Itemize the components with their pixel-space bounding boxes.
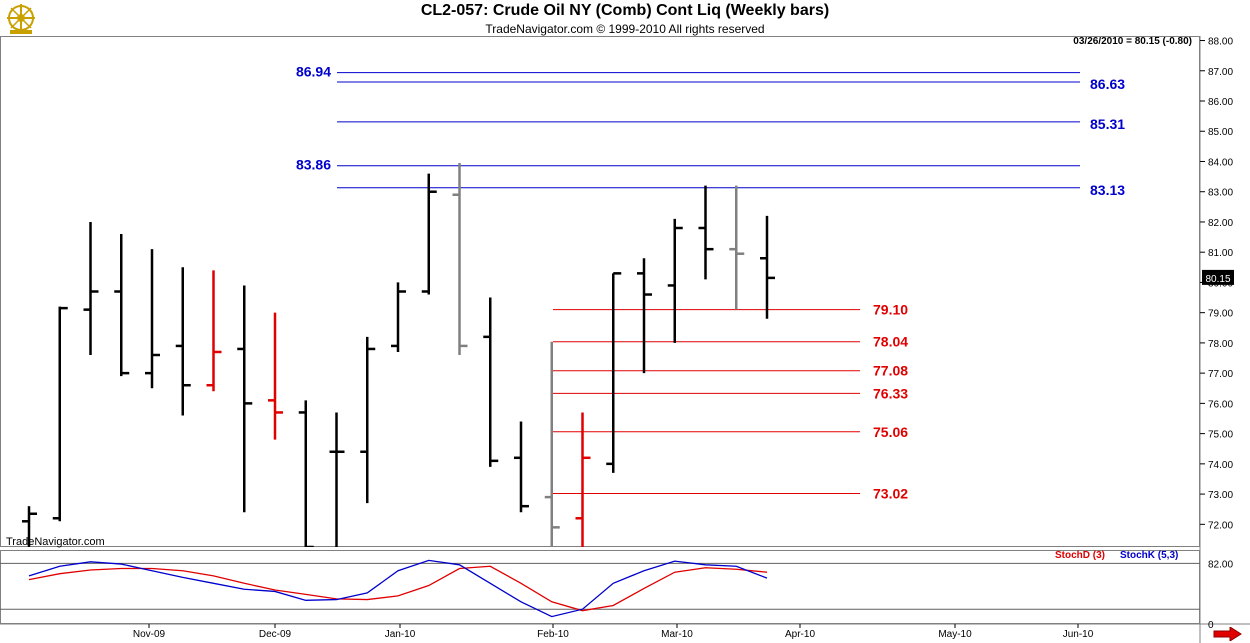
x-tick-label: Jun-10 (1063, 629, 1094, 640)
x-tick-label: Feb-10 (537, 629, 569, 640)
ohlc-bar (637, 258, 652, 374)
ohlc-bar (760, 215, 775, 319)
y-tick-label: 88.00 (1208, 37, 1233, 48)
support-label: 79.10 (873, 302, 908, 318)
y-tick-label: 83.00 (1208, 188, 1233, 199)
x-tick-label: Mar-10 (661, 629, 693, 640)
ohlc-bar (514, 421, 529, 513)
y-tick-label: 78.00 (1208, 339, 1233, 350)
x-tick-label: Nov-09 (133, 629, 166, 640)
stochk-line (28, 559, 768, 618)
y-tick-label: 77.00 (1208, 369, 1233, 380)
y-tick-label: 73.00 (1208, 490, 1233, 501)
ohlc-bar (268, 312, 283, 440)
stoch-y-tick-label: 82.00 (1208, 559, 1233, 570)
y-tick-label: 84.00 (1208, 157, 1233, 168)
ohlc-bar (575, 412, 591, 547)
ohlc-bar (391, 282, 406, 352)
y-tick-label: 72.00 (1208, 520, 1233, 531)
ohlc-bar (698, 185, 714, 280)
x-tick-label: May-10 (938, 629, 972, 640)
support-label: 76.33 (873, 385, 908, 401)
y-tick-label: 81.00 (1208, 248, 1233, 259)
ohlc-bar (729, 185, 745, 310)
support-label: 78.04 (873, 334, 908, 350)
ohlc-bar (83, 221, 99, 355)
ohlc-bar (421, 173, 437, 295)
chart-title: CL2-057: Crude Oil NY (Comb) Cont Liq (W… (420, 2, 830, 19)
resistance-label: 86.63 (1090, 76, 1125, 92)
last-price-box (1202, 269, 1234, 285)
ohlc-bar (22, 506, 37, 547)
ohlc-bar (145, 249, 160, 389)
navigator-logo-icon (7, 4, 35, 34)
stoch-y-tick-label: 0 (1208, 620, 1214, 631)
ohlc-bar (483, 297, 499, 467)
ohlc-bar (544, 341, 560, 547)
ohlc-bar (114, 234, 130, 377)
last-price-label: 80.15 (1205, 274, 1230, 285)
y-tick-label: 87.00 (1208, 67, 1233, 78)
legend-stochk: StochK (5,3) (1120, 550, 1179, 561)
ohlc-bar (360, 336, 376, 504)
y-tick-label: 86.00 (1208, 97, 1233, 108)
legend-stochd: StochD (3) (1055, 550, 1105, 561)
scroll-right-arrow-icon[interactable] (1212, 627, 1242, 641)
y-tick-label: 74.00 (1208, 460, 1233, 471)
last-quote: 03/26/2010 = 80.15 (-0.80) (1073, 36, 1192, 47)
support-label: 75.06 (873, 424, 908, 440)
y-tick-label: 85.00 (1208, 127, 1233, 138)
y-tick-label: 76.00 (1208, 399, 1233, 410)
stoch-panel-frame (0, 550, 1200, 624)
resistance-label: 86.94 (296, 64, 331, 80)
ohlc-bar (452, 162, 468, 355)
y-tick-label: 79.00 (1208, 309, 1233, 320)
resistance-label: 83.86 (296, 157, 331, 173)
chart-subtitle: TradeNavigator.com © 1999-2010 All right… (485, 22, 765, 36)
ohlc-bar (667, 218, 683, 343)
y-tick-label: 75.00 (1208, 430, 1233, 441)
ohlc-bar (298, 400, 314, 547)
x-tick-label: Jan-10 (385, 629, 416, 640)
stochd-line (28, 565, 768, 612)
resistance-label: 83.13 (1090, 182, 1125, 198)
ohlc-bar (606, 272, 622, 473)
ohlc-bar (175, 267, 191, 416)
y-tick-label: 82.00 (1208, 218, 1233, 229)
ohlc-bar (237, 285, 253, 513)
support-label: 77.08 (873, 363, 908, 379)
support-label: 73.02 (873, 485, 908, 501)
ohlc-bar (206, 270, 222, 392)
price-panel-frame (0, 36, 1200, 547)
x-tick-label: Dec-09 (259, 629, 292, 640)
ohlc-bar (52, 306, 68, 522)
x-tick-label: Apr-10 (785, 629, 815, 640)
ohlc-bar (329, 412, 345, 547)
resistance-label: 85.31 (1090, 116, 1125, 132)
watermark: TradeNavigator.com (6, 536, 105, 548)
